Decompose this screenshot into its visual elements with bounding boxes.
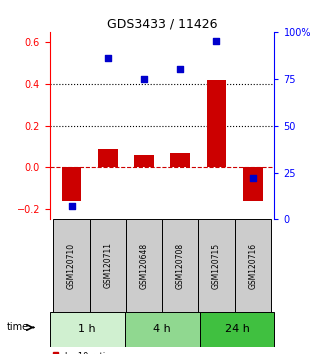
Text: 24 h: 24 h [225,324,249,334]
Text: GSM120711: GSM120711 [103,242,112,289]
Point [142,76,147,81]
Bar [62,167,82,201]
Text: GSM120648: GSM120648 [140,242,149,289]
Text: GSM120708: GSM120708 [176,242,185,289]
Bar [243,167,263,201]
Point [178,67,183,72]
Bar [206,80,226,167]
Title: GDS3433 / 11426: GDS3433 / 11426 [107,18,217,31]
Text: time: time [6,322,29,332]
Bar [198,219,235,312]
Bar [50,312,125,347]
Bar [126,219,162,312]
Text: 4 h: 4 h [153,324,171,334]
Bar [125,312,200,347]
Bar [162,219,198,312]
Bar [53,219,90,312]
Text: GSM120715: GSM120715 [212,242,221,289]
Text: 1 h: 1 h [78,324,96,334]
Bar [170,153,190,167]
Bar [90,219,126,312]
Point [214,39,219,44]
Legend: log10 ratio, percentile rank within the sample: log10 ratio, percentile rank within the … [52,351,208,354]
Point [105,55,110,61]
Point [250,175,255,181]
Bar [98,149,118,167]
Text: GSM120710: GSM120710 [67,242,76,289]
Point [69,204,74,209]
Bar [134,155,154,167]
Bar [200,312,274,347]
Bar [235,219,271,312]
Text: GSM120716: GSM120716 [248,242,257,289]
